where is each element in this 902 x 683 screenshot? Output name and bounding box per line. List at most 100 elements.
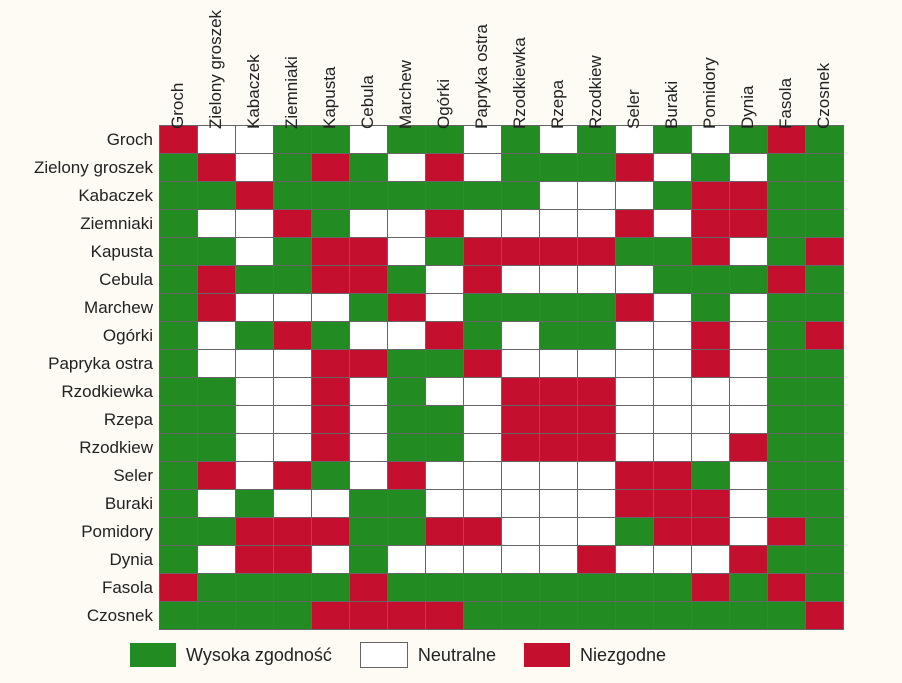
heatmap-cell <box>730 462 768 490</box>
heatmap-cell <box>426 518 464 546</box>
heatmap-cell <box>654 238 692 266</box>
heatmap-cell <box>540 378 578 406</box>
heatmap-cell <box>616 266 654 294</box>
heatmap-cell <box>768 126 806 154</box>
heatmap-cell <box>502 518 540 546</box>
heatmap-cell <box>578 546 616 574</box>
row-label: Rzodkiew <box>10 434 160 462</box>
heatmap-cell <box>388 238 426 266</box>
heatmap-cell <box>312 462 350 490</box>
heatmap-cell <box>350 602 388 630</box>
heatmap-cell <box>236 518 274 546</box>
heatmap-cell <box>692 126 730 154</box>
heatmap-cell <box>388 322 426 350</box>
heatmap-cell <box>540 210 578 238</box>
heatmap-cell <box>274 490 312 518</box>
heatmap-cell <box>274 350 312 378</box>
heatmap-cell <box>160 574 198 602</box>
heatmap-cell <box>616 462 654 490</box>
heatmap-cell <box>502 350 540 378</box>
heatmap-cell <box>274 154 312 182</box>
heatmap-cell <box>160 546 198 574</box>
heatmap-cell <box>236 210 274 238</box>
heatmap-cell <box>236 182 274 210</box>
heatmap-cell <box>502 210 540 238</box>
heatmap-cell <box>464 210 502 238</box>
row-label: Rzodkiewka <box>10 378 160 406</box>
heatmap-cell <box>578 294 616 322</box>
row-label: Ogórki <box>10 322 160 350</box>
heatmap-cell <box>768 294 806 322</box>
heatmap-cell <box>730 546 768 574</box>
heatmap-cell <box>274 434 312 462</box>
heatmap-cell <box>692 294 730 322</box>
col-header: Papryka ostra <box>464 15 502 126</box>
heatmap-cell <box>806 154 844 182</box>
heatmap-cell <box>692 350 730 378</box>
heatmap-cell <box>388 518 426 546</box>
heatmap-cell <box>198 182 236 210</box>
heatmap-cell <box>198 154 236 182</box>
heatmap-cell <box>616 518 654 546</box>
heatmap-cell <box>312 154 350 182</box>
heatmap-cell <box>806 322 844 350</box>
heatmap-cell <box>464 574 502 602</box>
heatmap-cell <box>730 602 768 630</box>
heatmap-cell <box>502 322 540 350</box>
heatmap-cell <box>768 238 806 266</box>
heatmap-cell <box>616 490 654 518</box>
heatmap-cell <box>578 406 616 434</box>
heatmap-cell <box>426 322 464 350</box>
heatmap-cell <box>312 378 350 406</box>
heatmap-cell <box>768 546 806 574</box>
heatmap-cell <box>274 294 312 322</box>
heatmap-cell <box>388 546 426 574</box>
heatmap-cell <box>654 350 692 378</box>
heatmap-cell <box>654 490 692 518</box>
heatmap-cell <box>236 126 274 154</box>
heatmap-cell <box>730 406 768 434</box>
heatmap-cell <box>730 378 768 406</box>
heatmap-cell <box>540 546 578 574</box>
heatmap-cell <box>274 518 312 546</box>
heatmap-cell <box>274 266 312 294</box>
heatmap-cell <box>616 126 654 154</box>
heatmap-cell <box>616 294 654 322</box>
heatmap-cell <box>388 378 426 406</box>
heatmap-cell <box>198 266 236 294</box>
heatmap-cell <box>768 406 806 434</box>
heatmap-cell <box>198 546 236 574</box>
heatmap-cell <box>730 182 768 210</box>
heatmap-cell <box>160 406 198 434</box>
heatmap-cell <box>616 154 654 182</box>
heatmap-cell <box>350 462 388 490</box>
heatmap-cell <box>274 210 312 238</box>
heatmap-cell <box>274 574 312 602</box>
heatmap-cell <box>388 602 426 630</box>
heatmap-cell <box>274 238 312 266</box>
heatmap-cell <box>502 182 540 210</box>
heatmap-cell <box>616 350 654 378</box>
heatmap-cell <box>692 490 730 518</box>
heatmap-cell <box>806 182 844 210</box>
heatmap-cell <box>464 126 502 154</box>
heatmap-cell <box>692 378 730 406</box>
heatmap-cell <box>426 350 464 378</box>
heatmap-cell <box>654 182 692 210</box>
heatmap-cell <box>540 126 578 154</box>
heatmap-cell <box>578 490 616 518</box>
heatmap-cell <box>236 266 274 294</box>
heatmap-cell <box>426 406 464 434</box>
heatmap-cell <box>464 322 502 350</box>
heatmap-cell <box>768 462 806 490</box>
heatmap-cell <box>578 238 616 266</box>
heatmap-cell <box>768 378 806 406</box>
heatmap-cell <box>654 154 692 182</box>
heatmap-cell <box>388 182 426 210</box>
heatmap-cell <box>502 294 540 322</box>
heatmap-cell <box>616 406 654 434</box>
heatmap-cell <box>274 322 312 350</box>
heatmap-cell <box>464 182 502 210</box>
heatmap-cell <box>198 462 236 490</box>
heatmap-cell <box>768 154 806 182</box>
